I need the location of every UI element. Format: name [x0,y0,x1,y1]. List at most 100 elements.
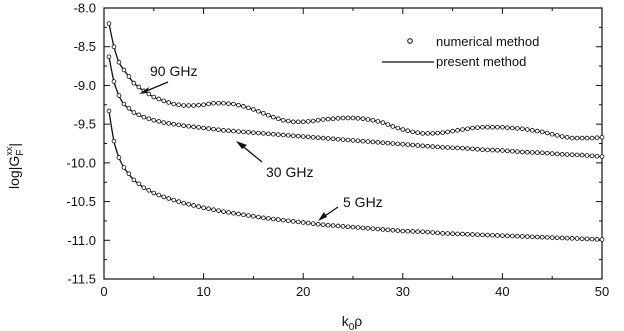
point-5ghz [275,217,281,222]
point-90ghz [415,130,421,135]
annotation-5ghz-label: 5 GHz [343,194,383,210]
point-5ghz [599,237,605,242]
point-30ghz [181,123,186,128]
point-5ghz [131,177,137,183]
point-5ghz [166,196,172,201]
point-90ghz [305,119,311,124]
point-5ghz [126,171,132,177]
point-5ghz [280,217,286,223]
point-5ghz [176,199,182,204]
point-30ghz [554,151,560,157]
point-90ghz [116,59,122,65]
point-30ghz [430,144,435,149]
point-5ghz [425,229,431,235]
point-90ghz [271,114,276,120]
point-30ghz [400,141,406,147]
point-90ghz [340,115,346,121]
point-30ghz [529,150,535,155]
point-30ghz [539,150,545,156]
x-tick-label: 10 [196,284,210,299]
point-30ghz [599,154,605,159]
point-90ghz [236,102,241,108]
point-30ghz [515,149,520,154]
point-30ghz [161,120,167,125]
point-90ghz [529,128,535,133]
point-90ghz [500,124,505,130]
y-tick-label: -10.0 [66,155,96,170]
point-90ghz [430,131,435,136]
point-30ghz [455,145,460,151]
point-5ghz [151,190,157,196]
point-30ghz [470,146,475,152]
point-30ghz [460,145,465,151]
point-30ghz [564,152,570,157]
x-axis-label: k0ρ [342,313,363,331]
point-5ghz [335,223,341,229]
point-5ghz [141,185,147,190]
point-30ghz [246,129,251,135]
point-30ghz [266,131,271,137]
point-5ghz [196,204,201,209]
point-30ghz [300,134,306,139]
point-90ghz [221,100,226,106]
point-5ghz [589,236,595,242]
y-axis-label-suffix: | [6,143,22,147]
point-90ghz [440,130,445,135]
point-5ghz [455,231,460,237]
point-90ghz [181,103,186,108]
point-90ghz [395,125,401,131]
point-30ghz [380,140,386,146]
point-5ghz [420,229,426,235]
point-30ghz [241,129,246,135]
point-5ghz [300,220,306,225]
point-5ghz [520,234,525,239]
point-90ghz [280,117,286,123]
point-30ghz [216,127,221,133]
point-5ghz [106,108,112,114]
point-5ghz [380,227,386,232]
point-30ghz [221,128,226,133]
y-axis-label-prefix: log|G [6,156,22,189]
point-30ghz [500,148,505,153]
point-90ghz [589,135,595,141]
point-5ghz [544,235,550,240]
x-axis-label-sub: 0 [349,322,355,331]
series-30ghz [106,54,605,159]
point-30ghz [435,144,440,150]
point-5ghz [524,234,530,239]
point-90ghz [216,100,221,106]
annotation-30ghz-label: 30 GHz [266,164,313,180]
point-5ghz [395,228,401,233]
point-90ghz [400,127,406,132]
point-90ghz [365,117,371,122]
point-30ghz [594,153,600,159]
point-5ghz [390,227,396,233]
point-30ghz [176,122,182,128]
y-tick-label: -8.0 [74,1,96,16]
point-30ghz [111,79,117,84]
y-tick-label: -9.5 [74,117,96,132]
point-90ghz [534,128,540,134]
point-5ghz [485,232,490,238]
point-90ghz [350,115,356,121]
point-5ghz [465,231,470,237]
point-90ghz [445,129,450,135]
point-5ghz [295,219,301,225]
y-tick-label: -8.5 [74,39,96,54]
point-90ghz [549,131,555,137]
point-30ghz [121,101,127,107]
point-5ghz [370,226,376,231]
point-90ghz [166,100,172,105]
point-5ghz [116,155,122,160]
point-5ghz [480,232,485,238]
x-tick-label: 40 [495,284,509,299]
point-30ghz [325,136,331,141]
point-5ghz [290,219,296,224]
annotation-30ghz-arrowhead [236,141,247,149]
point-90ghz [435,130,440,136]
point-90ghz [405,128,411,134]
point-90ghz [201,102,206,108]
point-90ghz [241,104,246,109]
point-5ghz [310,221,316,226]
y-tick-label: -11.0 [67,233,96,248]
